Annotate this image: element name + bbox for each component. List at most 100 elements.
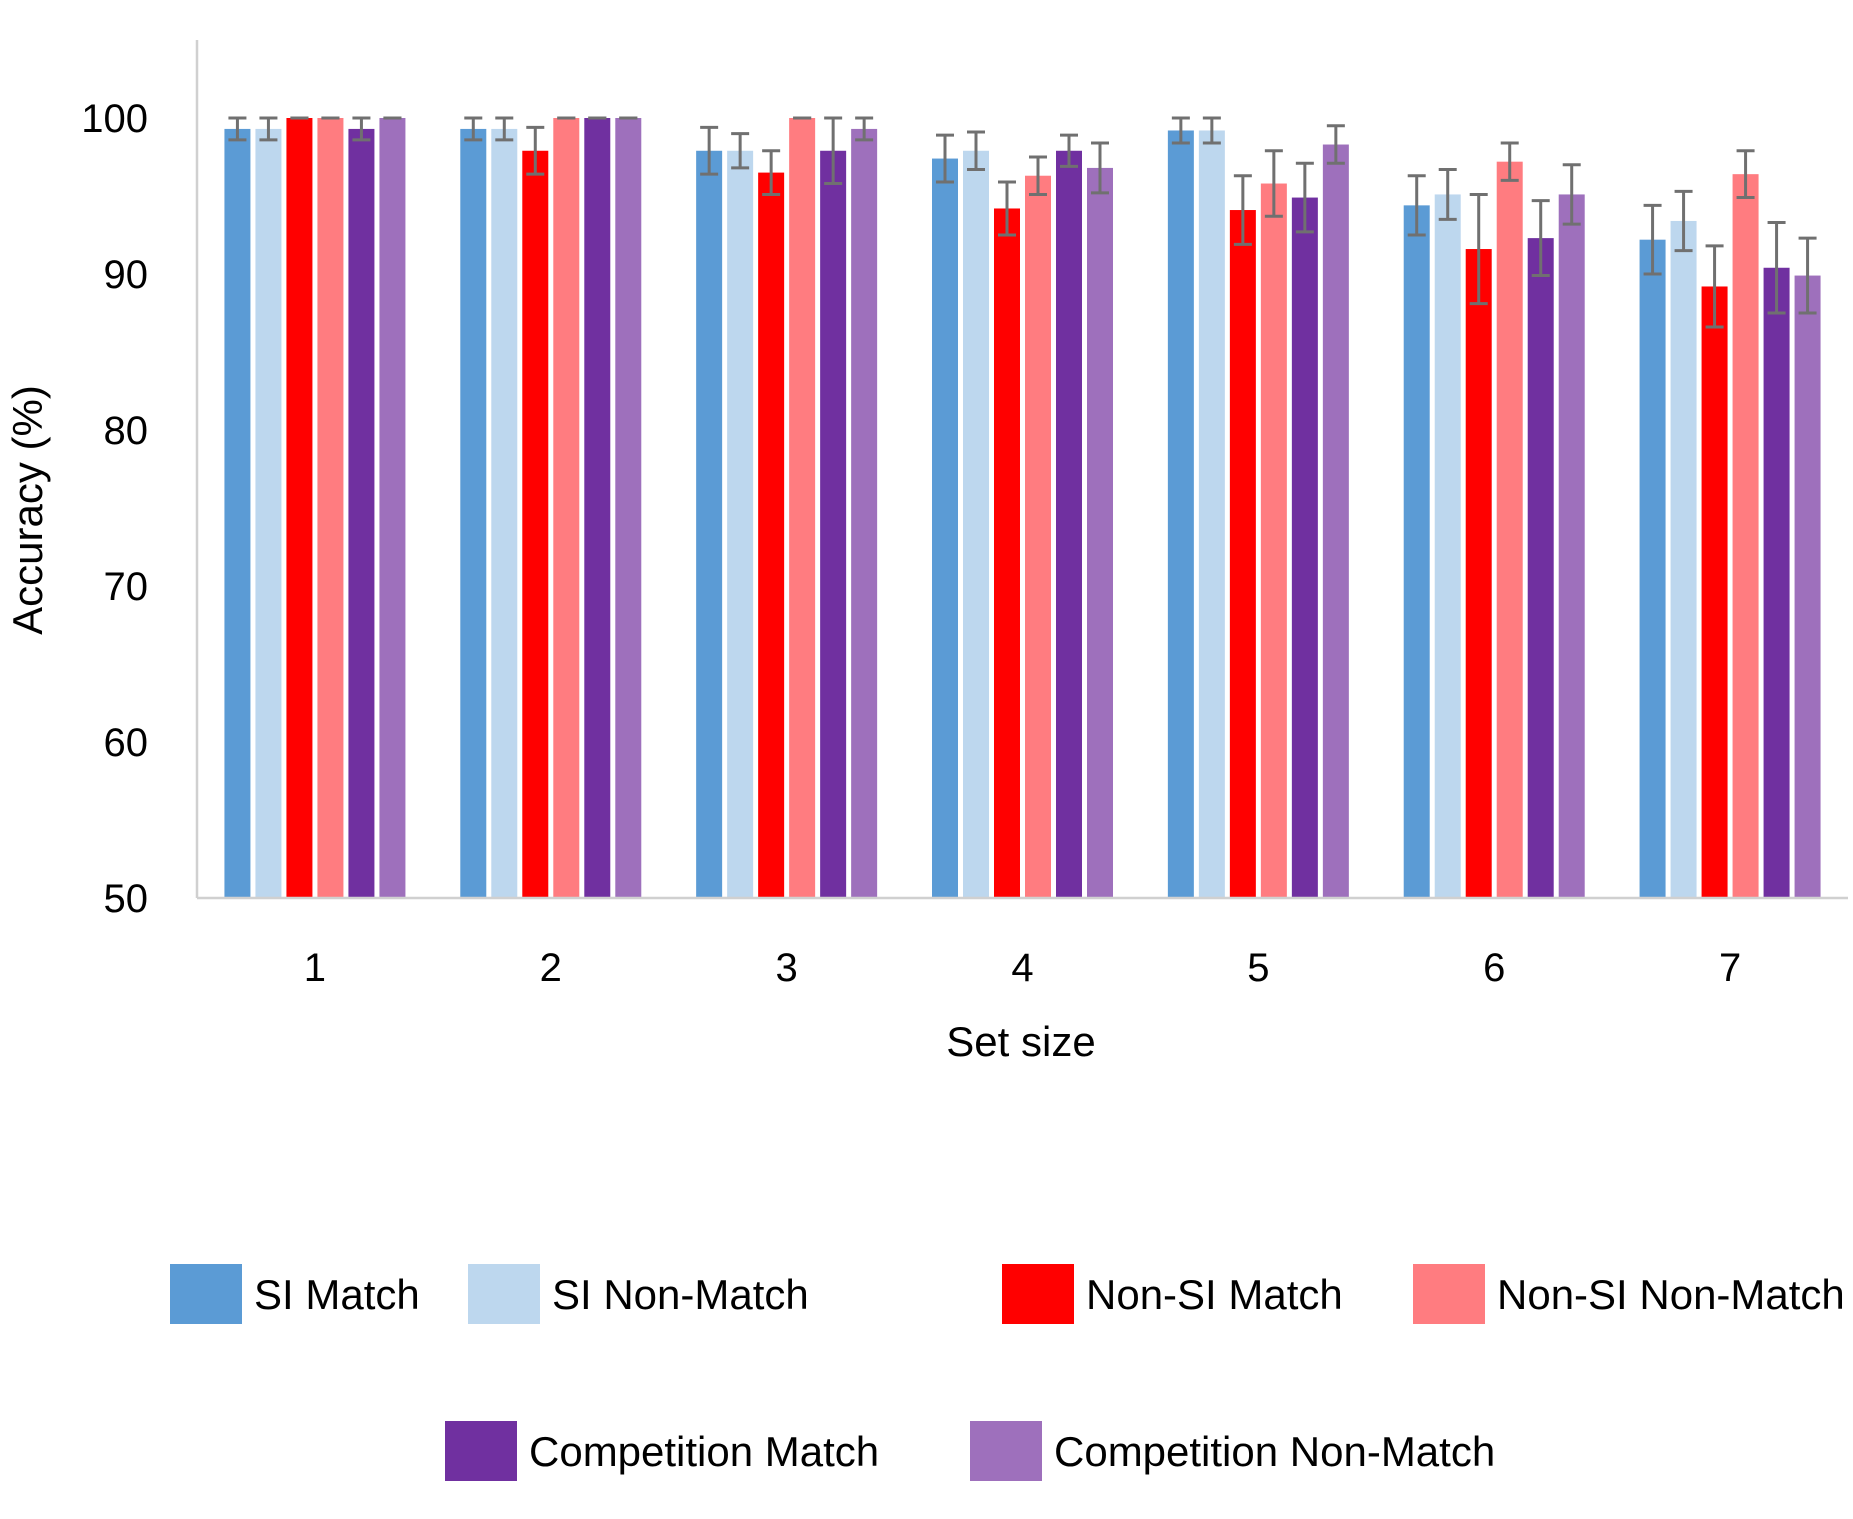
x-tick-labels: 1 2 3 4 5 6 7 [304, 946, 1741, 990]
error-bar-si-non-match-set-6 [1438, 167, 1457, 221]
bar-non-si-match-set-6 [1465, 249, 1492, 899]
legend-item-si-match: SI Match [170, 1264, 420, 1324]
legend-label-competition-non-match: Competition Non-Match [1054, 1428, 1495, 1475]
bar-non-si-non-match-set-6 [1496, 161, 1523, 898]
error-bar-non-si-non-match-set-7 [1736, 149, 1755, 200]
bar-competition-match-set-4 [1056, 150, 1082, 898]
error-bar-non-si-match-set-2 [526, 125, 545, 176]
bar-competition-match-set-6 [1527, 238, 1554, 898]
legend-swatch-non-si-non-match [1413, 1264, 1485, 1324]
bar-si-non-match-set-6 [1434, 194, 1461, 898]
bar-competition-non-match-set-3 [851, 128, 878, 899]
y-tick-label-70: 70 [104, 565, 149, 609]
bar-si-non-match-set-7 [1670, 220, 1697, 898]
bars-layer [224, 118, 1821, 899]
error-bar-si-match-set-2 [464, 116, 483, 142]
error-bars-layer [228, 116, 1817, 329]
error-bar-non-si-non-match-set-5 [1264, 149, 1283, 218]
error-bar-si-non-match-set-3 [731, 132, 750, 170]
bar-competition-non-match-set-2 [615, 118, 642, 898]
x-tick-label-2: 2 [540, 946, 562, 990]
error-bar-competition-match-set-5 [1295, 161, 1314, 234]
bar-si-non-match-set-5 [1198, 130, 1225, 899]
error-bar-non-si-match-set-6 [1469, 192, 1488, 306]
error-bar-competition-non-match-set-4 [1091, 141, 1109, 195]
error-bar-competition-match-set-1 [352, 116, 371, 142]
error-bar-non-si-match-set-3 [762, 149, 781, 196]
legend-swatch-non-si-match [1002, 1264, 1074, 1324]
legend-item-si-non-match: SI Non-Match [468, 1264, 809, 1324]
legend-swatch-si-non-match [468, 1264, 540, 1324]
error-bar-si-match-set-4 [936, 133, 954, 184]
bar-non-si-non-match-set-5 [1260, 183, 1287, 898]
y-tick-labels: 50 60 70 80 90 100 [81, 97, 148, 921]
legend-label-competition-match: Competition Match [529, 1428, 879, 1475]
legend-item-non-si-non-match: Non-SI Non-Match [1413, 1264, 1845, 1324]
error-bar-si-match-set-1 [228, 116, 247, 142]
bar-non-si-match-set-3 [758, 172, 785, 899]
legend: SI Match SI Non-Match Non-SI Match Non-SI N… [170, 1264, 1845, 1481]
y-tick-label-80: 80 [104, 409, 149, 453]
legend-item-non-si-match: Non-SI Match [1002, 1264, 1343, 1324]
bar-competition-non-match-set-5 [1322, 144, 1349, 898]
bar-si-match-set-3 [696, 150, 723, 898]
y-tick-label-60: 60 [104, 721, 149, 765]
bar-competition-non-match-set-7 [1794, 275, 1821, 898]
bar-competition-non-match-set-1 [379, 118, 406, 898]
legend-label-non-si-match: Non-SI Match [1086, 1271, 1343, 1318]
error-bar-competition-match-set-3 [824, 116, 843, 186]
legend-label-si-match: SI Match [254, 1271, 420, 1318]
bar-si-non-match-set-4 [963, 150, 989, 898]
error-bar-competition-match-set-4 [1060, 133, 1078, 168]
error-bar-competition-match-set-7 [1767, 221, 1786, 315]
bar-si-match-set-7 [1639, 239, 1666, 898]
bar-competition-match-set-3 [820, 150, 847, 898]
error-bar-competition-non-match-set-6 [1562, 163, 1581, 226]
error-bar-si-non-match-set-4 [967, 130, 985, 171]
error-bar-competition-non-match-set-7 [1798, 236, 1817, 315]
error-bar-non-si-match-set-5 [1233, 174, 1252, 246]
error-bar-non-si-non-match-set-4 [1029, 155, 1047, 196]
bar-non-si-non-match-set-1 [317, 118, 344, 898]
bar-non-si-non-match-set-2 [553, 118, 580, 898]
bar-non-si-match-set-2 [522, 150, 549, 898]
bar-competition-match-set-1 [348, 128, 375, 899]
bar-competition-match-set-5 [1291, 197, 1318, 898]
bar-non-si-non-match-set-7 [1732, 174, 1759, 898]
error-bar-si-match-set-3 [700, 125, 719, 176]
x-tick-label-3: 3 [776, 946, 798, 990]
x-tick-label-7: 7 [1719, 946, 1741, 990]
bar-competition-non-match-set-4 [1087, 167, 1113, 899]
y-tick-label-50: 50 [104, 877, 149, 921]
bar-non-si-match-set-7 [1701, 286, 1728, 899]
bar-si-match-set-4 [932, 158, 958, 898]
error-bar-si-match-set-5 [1171, 116, 1190, 145]
bar-competition-match-set-7 [1763, 267, 1790, 898]
error-bar-si-match-set-7 [1643, 203, 1662, 276]
x-axis-title: Set size [946, 1018, 1095, 1065]
error-bar-non-si-match-set-4 [998, 180, 1016, 237]
bar-non-si-match-set-1 [286, 118, 313, 898]
bar-competition-non-match-set-6 [1558, 194, 1585, 898]
bar-si-match-set-2 [460, 128, 487, 899]
bar-si-match-set-6 [1403, 205, 1430, 899]
legend-swatch-competition-match [445, 1421, 517, 1481]
error-bar-si-non-match-set-5 [1202, 116, 1221, 145]
legend-swatch-competition-non-match [970, 1421, 1042, 1481]
legend-label-non-si-non-match: Non-SI Non-Match [1497, 1271, 1845, 1318]
error-bar-non-si-non-match-set-6 [1500, 141, 1519, 182]
bar-non-si-non-match-set-4 [1025, 175, 1051, 899]
error-bar-non-si-match-set-7 [1705, 244, 1724, 329]
error-bar-competition-match-set-6 [1531, 199, 1550, 278]
error-bar-competition-non-match-set-3 [855, 116, 874, 142]
x-tick-label-5: 5 [1247, 946, 1269, 990]
legend-label-si-non-match: SI Non-Match [552, 1271, 809, 1318]
bar-non-si-non-match-set-3 [789, 118, 816, 898]
bar-si-non-match-set-1 [255, 128, 282, 899]
bar-si-non-match-set-3 [727, 150, 754, 898]
bar-si-match-set-5 [1167, 130, 1194, 899]
legend-swatch-si-match [170, 1264, 242, 1324]
y-axis-title: Accuracy (%) [4, 385, 51, 635]
x-tick-label-4: 4 [1011, 946, 1033, 990]
